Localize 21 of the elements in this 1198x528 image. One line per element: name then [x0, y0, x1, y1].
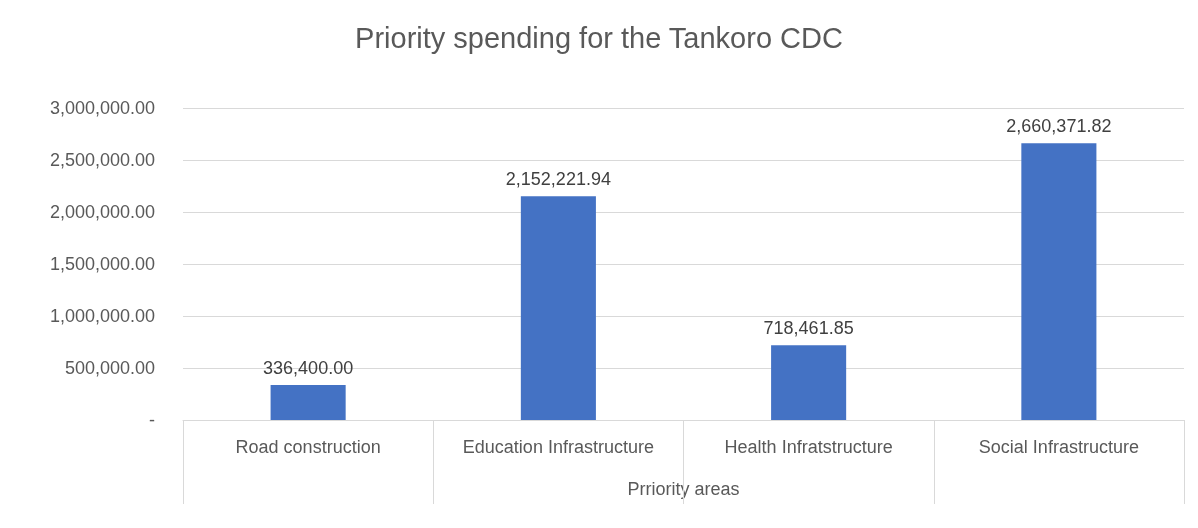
x-axis-title: Prriority areas — [627, 479, 740, 499]
x-tick-label: Health Infratstructure — [724, 437, 893, 457]
y-tick-label: 1,000,000.00 — [49, 306, 155, 326]
bar — [1021, 143, 1097, 420]
bar — [771, 345, 847, 420]
bar — [270, 385, 346, 420]
data-label: 2,660,371.82 — [1006, 116, 1112, 137]
y-tick-label: 2,000,000.00 — [49, 202, 155, 222]
y-tick-label: 1,500,000.00 — [49, 254, 155, 274]
data-label: 2,152,221.94 — [505, 169, 611, 190]
y-tick-label: 2,500,000.00 — [49, 150, 155, 170]
chart-title: Priority spending for the Tankoro CDC — [355, 21, 843, 54]
x-tick-label: Social Infrastructure — [978, 437, 1139, 457]
y-tick-label: - — [149, 410, 155, 430]
bar — [520, 196, 596, 420]
y-tick-label: 500,000.00 — [64, 358, 155, 378]
x-tick-label: Road construction — [235, 437, 381, 457]
x-tick-label: Education Infrastructure — [462, 437, 654, 457]
y-tick-label: 3,000,000.00 — [49, 98, 155, 118]
data-label: 718,461.85 — [763, 318, 854, 339]
data-label: 336,400.00 — [263, 358, 354, 379]
